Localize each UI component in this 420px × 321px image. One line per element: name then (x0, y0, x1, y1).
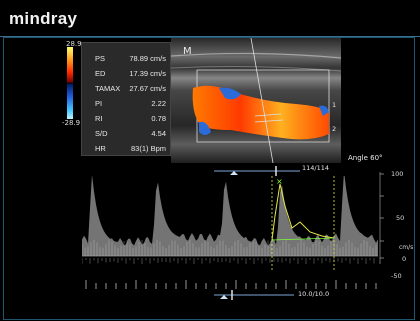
doppler-spectrum: × (82, 176, 378, 270)
measurement-row-tamax: TAMAX 27.67 cm/s (82, 84, 172, 96)
velocity-scale-label: 100 (391, 170, 404, 178)
frame-scrollbar[interactable] (212, 163, 332, 179)
peak-systole-marker: × (276, 177, 283, 186)
velocity-unit-label: cm/s (399, 244, 414, 251)
velocity-scale-label: 50 (396, 214, 405, 222)
bmode-image: M 1 2 (171, 38, 341, 163)
header-bar: mindray (0, 0, 420, 37)
sample-gate-lower[interactable] (254, 119, 284, 123)
measurement-value: 78.89 cm/s (129, 54, 166, 63)
measurement-value: 17.39 cm/s (129, 69, 166, 78)
measurement-name: HR (95, 144, 106, 153)
measurement-row-ps: PS 78.89 cm/s (82, 54, 172, 66)
velocity-scale-label: 0 (402, 255, 407, 263)
time-ruler (85, 280, 377, 289)
measurement-value: 4.54 (151, 129, 166, 138)
sample-gate-upper[interactable] (254, 113, 282, 117)
vessel-flow-blue (199, 121, 211, 135)
side-mark: 1 (332, 101, 336, 109)
measurement-name: PS (95, 54, 106, 63)
measurement-name: RI (95, 114, 103, 123)
cine-counter: 10.0/10.0 (298, 290, 330, 298)
measurement-row-ri: RI 0.78 (82, 114, 172, 126)
measurement-value: 0.78 (151, 114, 166, 123)
measurement-panel: PS 78.89 cm/s ED 17.39 cm/s TAMAX 27.67 … (81, 42, 171, 156)
measurement-name: TAMAX (95, 84, 121, 93)
velocity-scale-label: -50 (391, 272, 402, 280)
brand-logo: mindray (9, 9, 78, 28)
vessel-flow-red (192, 85, 329, 140)
measurement-name: ED (95, 69, 106, 78)
measurement-row-hr: HR 83(1) Bpm (82, 144, 172, 156)
measurement-value: 83(1) Bpm (130, 144, 166, 153)
color-scale-max: 28.9 (66, 40, 82, 48)
end-diastole-line (271, 237, 335, 241)
image-frame (3, 37, 415, 320)
measurement-row-ed: ED 17.39 cm/s (82, 69, 172, 81)
velocity-scale (379, 172, 384, 264)
cine-scrollbar-arrow-icon[interactable] (220, 295, 228, 299)
bmode-marker-label: M (183, 46, 192, 57)
measurement-value: 27.67 cm/s (129, 84, 166, 93)
color-scale-min: -28.9 (62, 119, 81, 127)
measurement-row-sd: S/D 4.54 (82, 129, 172, 141)
vessel-flow-blue (319, 105, 329, 116)
doppler-cursor-line[interactable] (250, 38, 274, 163)
tissue-echo-line (171, 52, 341, 59)
cine-scrollbar[interactable] (212, 288, 296, 302)
vessel-flow-blue (219, 87, 241, 100)
angle-label: Angle 60° (348, 154, 383, 162)
frame-scrollbar-arrow-icon[interactable] (230, 171, 238, 175)
velocity-scale-ticks (380, 173, 384, 259)
side-mark: 2 (332, 125, 336, 133)
measurement-name: S/D (95, 129, 108, 138)
measurement-value: 2.22 (151, 99, 166, 108)
measurement-row-pi: PI 2.22 (82, 99, 172, 111)
color-scale-bar (67, 47, 73, 119)
frame-counter: 114/114 (302, 164, 330, 172)
velocity-trace (271, 183, 335, 241)
spectral-envelope (82, 176, 378, 256)
measurement-name: PI (95, 99, 103, 108)
